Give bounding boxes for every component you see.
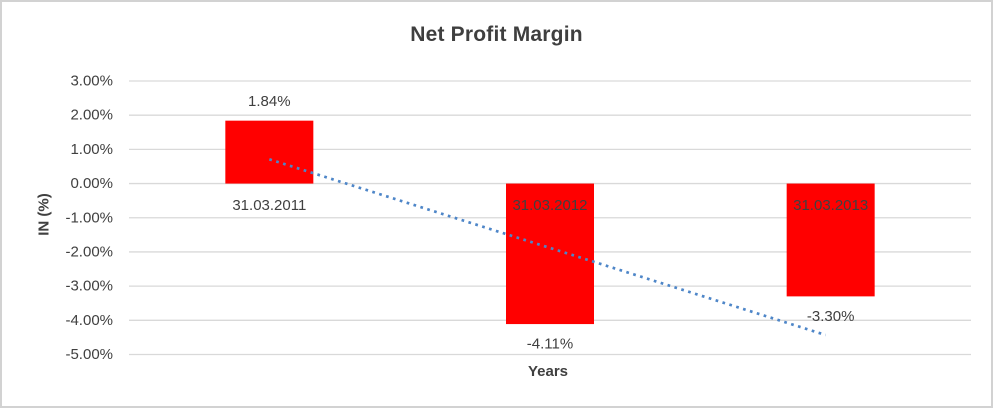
bar-data-label: -3.30%	[807, 308, 855, 325]
y-tick-label: 3.00%	[70, 73, 113, 90]
y-tick-label: 1.00%	[70, 141, 113, 158]
bar[interactable]	[225, 120, 314, 184]
y-tick-label: 0.00%	[70, 175, 113, 192]
x-axis-title: Years	[527, 363, 569, 380]
bar-category-label: 31.03.2012	[512, 197, 587, 214]
y-tick-label: 2.00%	[70, 107, 113, 124]
y-tick-label: -1.00%	[65, 209, 113, 226]
bar[interactable]	[786, 183, 875, 297]
y-tick-label: -2.00%	[65, 243, 113, 260]
bar[interactable]	[506, 183, 594, 325]
chart-title: Net Profit Margin	[410, 23, 583, 46]
bar-category-label: 31.03.2013	[793, 197, 868, 214]
bar-category-label: 31.03.2011	[232, 197, 306, 214]
bar-data-label: -4.11%	[527, 336, 573, 353]
y-tick-label: -5.00%	[65, 346, 113, 363]
y-tick-label: -4.00%	[65, 312, 113, 329]
y-tick-label: -3.00%	[65, 278, 113, 295]
bar-data-label: 1.84%	[248, 93, 291, 110]
